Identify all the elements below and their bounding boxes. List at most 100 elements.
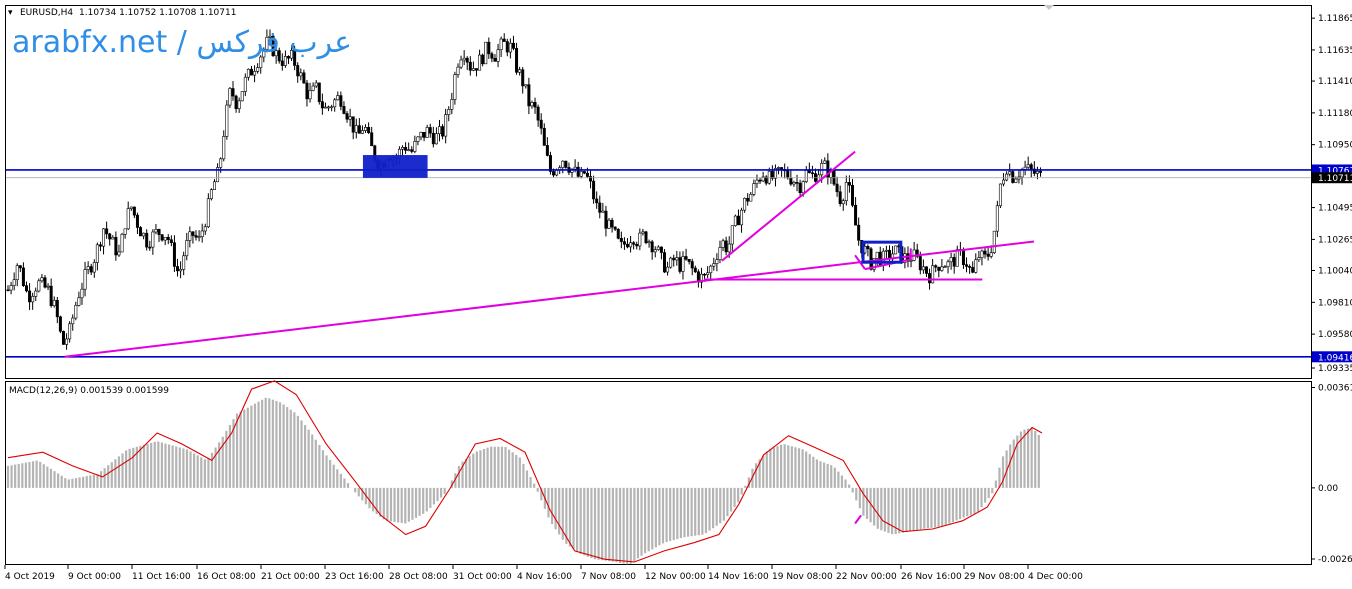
macd-histogram-bar — [830, 465, 833, 488]
candle-body — [629, 242, 633, 248]
macd-histogram-bar — [490, 446, 493, 488]
candle-body — [937, 266, 941, 271]
macd-histogram-bar — [497, 446, 500, 488]
candle-body — [903, 253, 907, 263]
candle-body — [650, 241, 654, 253]
macd-histogram-bar — [465, 458, 468, 488]
macd-histogram-bar — [1009, 444, 1012, 488]
macd-histogram-bar — [987, 487, 990, 498]
candle-body — [102, 228, 106, 247]
macd-histogram-bar — [604, 487, 607, 561]
macd-histogram-bar — [450, 480, 453, 488]
candle-body — [240, 91, 244, 102]
candle-body — [940, 266, 944, 271]
candle-body — [585, 172, 589, 177]
candle-body — [638, 232, 642, 247]
candle-body — [471, 68, 475, 71]
macd-histogram-bar — [422, 487, 425, 514]
candle-body — [835, 183, 839, 193]
candle-body — [656, 246, 660, 250]
candle-body — [465, 57, 469, 63]
macd-histogram-bar — [203, 459, 206, 488]
dropdown-arrow-icon[interactable]: ▾ — [8, 8, 13, 18]
candle-body — [419, 131, 423, 138]
candle-body — [478, 54, 482, 71]
candle-body — [552, 171, 556, 176]
candle-body — [453, 74, 457, 100]
macd-histogram-bar — [704, 487, 708, 534]
candle-body — [755, 179, 759, 184]
candle-body — [712, 263, 716, 267]
candle-body — [308, 90, 312, 100]
macd-histogram-bar — [472, 453, 475, 488]
macd-histogram-bar — [271, 399, 274, 488]
macd-histogram-bar — [225, 430, 228, 488]
macd-histogram-bar — [597, 487, 600, 560]
macd-histogram-bar — [429, 487, 432, 508]
candle-body — [792, 182, 796, 185]
candle-body — [1005, 173, 1009, 181]
candle-body — [348, 116, 352, 120]
candle-body — [95, 244, 99, 263]
candle-body — [71, 317, 75, 325]
time-tick-label: 14 Nov 16:00 — [708, 572, 769, 582]
candle-body — [804, 170, 808, 182]
candle-body — [126, 208, 130, 230]
macd-histogram-bar — [368, 487, 371, 509]
macd-histogram-bar — [683, 487, 686, 538]
macd-histogram-bar — [414, 487, 418, 518]
candle-body — [431, 132, 435, 145]
macd-histogram-bar — [228, 424, 232, 488]
macd-histogram-bar — [908, 487, 912, 532]
candle-body — [644, 231, 648, 244]
macd-histogram-bar — [339, 473, 342, 488]
candle-body — [687, 258, 691, 262]
candle-body — [487, 41, 491, 55]
candle-body — [86, 266, 90, 270]
macd-histogram-bar — [74, 478, 78, 488]
candle-body — [721, 240, 725, 248]
macd-histogram-bar — [740, 487, 743, 495]
candle-body — [1035, 171, 1039, 174]
macd-histogram-bar — [329, 460, 332, 488]
candle-body — [573, 166, 577, 170]
price-tick-label: 1.09580 — [1318, 330, 1352, 340]
macd-histogram-bar — [991, 487, 994, 494]
macd-histogram-bar — [887, 487, 890, 533]
candle-body — [619, 238, 623, 242]
macd-histogram-bar — [751, 468, 754, 488]
macd-histogram-bar — [815, 459, 819, 488]
macd-histogram-bar — [518, 457, 521, 488]
candle-body — [961, 249, 965, 265]
macd-tick-label: -0.00263 — [1318, 555, 1352, 565]
shift-marker-icon[interactable] — [1044, 5, 1054, 10]
macd-histogram-bar — [49, 468, 53, 488]
macd-histogram-bar — [858, 487, 861, 509]
candle-body — [209, 189, 213, 200]
macd-histogram-bar — [46, 466, 49, 488]
time-tick-label: 26 Nov 16:00 — [901, 572, 962, 582]
macd-histogram-bar — [529, 477, 532, 488]
candle-body — [425, 127, 429, 138]
macd-histogram-bar — [754, 463, 758, 488]
candle-body — [607, 219, 611, 229]
macd-histogram-bar — [210, 452, 214, 488]
current-price-text: 1.10711 — [1318, 174, 1352, 184]
candle-body — [259, 56, 263, 68]
candle-body — [592, 180, 596, 200]
macd-histogram-bar — [840, 475, 844, 488]
macd-histogram-bar — [912, 487, 915, 531]
candle-body — [931, 265, 935, 284]
macd-histogram-bar — [318, 444, 321, 488]
macd-histogram-bar — [85, 476, 88, 488]
candle-body — [58, 316, 62, 332]
macd-histogram-bar — [890, 487, 894, 535]
macd-histogram-bar — [561, 487, 564, 540]
macd-histogram-bar — [712, 487, 715, 529]
candle-body — [980, 250, 984, 258]
candle-body — [237, 100, 241, 109]
price-tick-label: 1.11180 — [1318, 109, 1352, 119]
candle-body — [872, 258, 876, 270]
candle-body — [151, 231, 155, 248]
macd-histogram-bar — [386, 487, 389, 521]
